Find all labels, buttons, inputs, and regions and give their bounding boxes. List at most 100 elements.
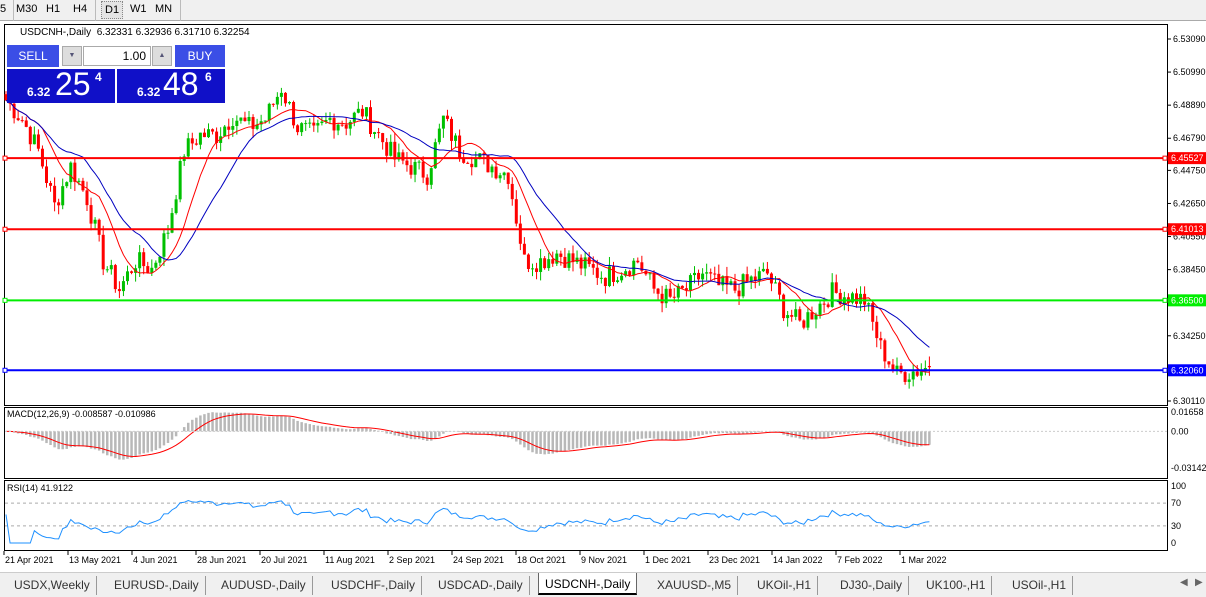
candle-body <box>482 153 486 155</box>
candle-body <box>20 120 24 122</box>
candle-body <box>413 161 417 175</box>
candle <box>413 158 417 183</box>
candle <box>126 265 129 285</box>
candle-body <box>356 108 360 113</box>
timeframe-d1[interactable]: D1 <box>101 1 124 19</box>
candle <box>154 260 158 271</box>
chart-tab[interactable]: USDX,Weekly <box>8 576 97 595</box>
tabs-scroll-left[interactable]: ◀ <box>1180 577 1188 588</box>
candle-body <box>774 282 777 284</box>
candle-body <box>344 124 348 129</box>
candle-body <box>186 138 190 157</box>
candle <box>437 123 441 145</box>
chart-tab[interactable]: UKOil-,H1 <box>751 576 819 595</box>
candle-body <box>741 274 745 297</box>
chart-tab[interactable]: USDCNH-,Daily <box>538 573 638 595</box>
candle <box>198 132 202 150</box>
chart-canvas[interactable]: 6.53090 6.50990 6.48890 6.46790 6.44750 6.426… <box>0 21 1206 572</box>
candle <box>579 254 583 276</box>
timeframe-5[interactable]: 5 <box>0 3 7 15</box>
candle-body <box>397 152 401 160</box>
buy-price[interactable]: 6.32 48 6 <box>117 66 225 103</box>
chart-tab[interactable]: USDCAD-,Daily <box>432 576 530 595</box>
candle <box>288 101 291 105</box>
date-axis-label: 1 Mar 2022 <box>901 555 947 565</box>
candle-body <box>531 268 534 270</box>
chart-tab[interactable]: EURUSD-,Daily <box>108 576 206 595</box>
candle-body <box>385 142 389 156</box>
candle <box>648 272 652 280</box>
candle-body <box>105 269 109 271</box>
chart-tab[interactable]: UK100-,H1 <box>920 576 993 595</box>
candle <box>583 252 587 277</box>
candle-body <box>474 157 478 168</box>
candle-body <box>101 234 105 270</box>
moving-average-fast <box>5 100 930 373</box>
lot-increase-button[interactable]: ▲ <box>152 46 172 66</box>
candle-body <box>65 182 69 187</box>
timeframe-mn[interactable]: MN <box>155 3 173 15</box>
sell-button[interactable]: SELL <box>7 45 59 67</box>
candle <box>377 127 381 139</box>
candle <box>105 266 109 273</box>
candle-body <box>713 273 717 275</box>
candle <box>425 174 429 191</box>
candle <box>458 129 462 162</box>
candle <box>178 156 182 203</box>
candle-body <box>32 134 36 145</box>
candle-body <box>300 123 304 133</box>
candle <box>16 109 20 122</box>
candle <box>883 338 887 369</box>
buy-button[interactable]: BUY <box>175 45 225 67</box>
timeframe-h1[interactable]: H1 <box>46 3 61 15</box>
candle-body <box>150 267 154 273</box>
candle <box>506 172 510 190</box>
timeframe-w1[interactable]: W1 <box>130 3 147 15</box>
candle-body <box>591 264 595 268</box>
chart-window[interactable]: 6.53090 6.50990 6.48890 6.46790 6.44750 6.426… <box>0 21 1206 572</box>
chart-tab[interactable]: XAUUSD-,M5 <box>651 576 739 595</box>
timeframe-m30[interactable]: M30 <box>16 3 38 15</box>
date-axis-label: 18 Oct 2021 <box>517 555 566 565</box>
toolbar-separator <box>180 0 181 21</box>
candle-body <box>648 273 652 275</box>
chart-tab[interactable]: USOil-,H1 <box>1006 576 1074 595</box>
candle <box>32 126 36 145</box>
candle <box>429 167 433 190</box>
chart-tab[interactable]: DJ30-,Daily <box>834 576 910 595</box>
candle <box>539 249 543 281</box>
lot-size-input[interactable]: 1.00 <box>83 46 151 66</box>
candle-body <box>166 232 170 234</box>
candle <box>417 160 421 170</box>
candle <box>162 230 166 267</box>
candle-body <box>927 366 931 368</box>
line-handle <box>1162 226 1168 232</box>
candle <box>863 286 867 312</box>
candle-body <box>97 219 101 235</box>
sell-price[interactable]: 6.32 25 4 <box>7 66 115 103</box>
timeframe-h4[interactable]: H4 <box>73 3 88 15</box>
candle <box>705 263 709 281</box>
chart-tab[interactable]: USDCHF-,Daily <box>325 576 422 595</box>
candle-body <box>340 124 344 126</box>
candle-body <box>61 186 65 206</box>
candle-body <box>822 303 826 305</box>
tabs-scroll-right[interactable]: ▶ <box>1195 577 1203 588</box>
candle <box>328 112 332 125</box>
candle-body <box>899 365 903 373</box>
lot-decrease-button[interactable]: ▼ <box>62 46 82 66</box>
date-axis-label: 21 Apr 2021 <box>5 555 54 565</box>
candle <box>174 194 178 215</box>
candle-body <box>73 162 77 182</box>
candle <box>275 92 279 110</box>
candle-body <box>85 190 89 206</box>
macd-axis-label: 0.00 <box>1171 426 1189 436</box>
chart-tab[interactable]: AUDUSD-,Daily <box>215 576 313 595</box>
candle-body <box>24 120 28 127</box>
candle <box>312 114 316 132</box>
candle <box>344 117 348 136</box>
candle-body <box>381 133 385 143</box>
chart-title: USDCNH-,Daily 6.32331 6.32936 6.31710 6.… <box>20 27 250 38</box>
candle <box>45 159 48 188</box>
candle <box>875 315 879 348</box>
